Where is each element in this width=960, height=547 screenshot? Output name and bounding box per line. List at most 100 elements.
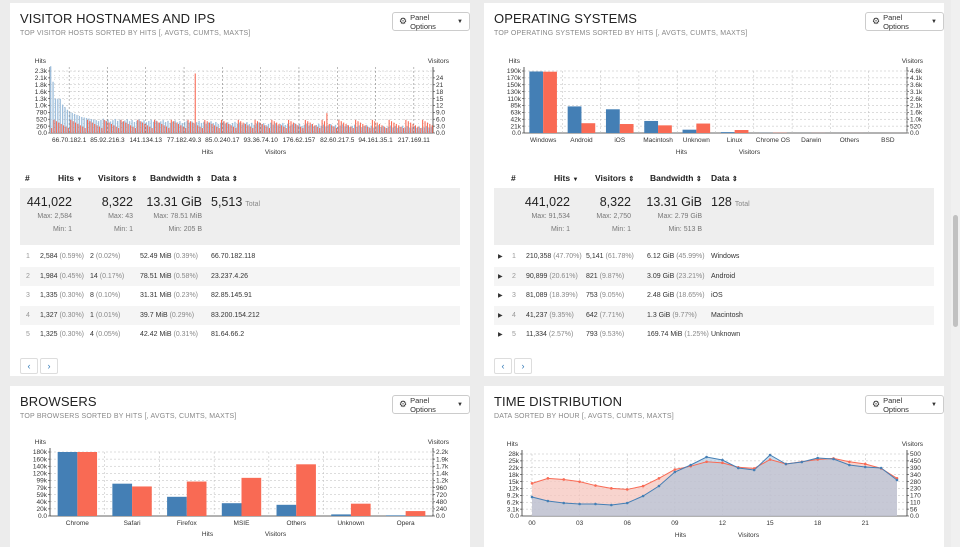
bar-visitors-unknown — [696, 124, 710, 133]
y-axis-title: Hits — [509, 58, 521, 65]
col-data-sort[interactable]: Data ⇕ — [211, 173, 238, 183]
y-tick-label: 0.0 — [38, 513, 47, 520]
next-page-button[interactable]: › — [40, 358, 58, 374]
visitors-point — [594, 484, 597, 487]
x-tick-label: Windows — [530, 137, 557, 144]
col-num: # — [25, 173, 30, 183]
table-row[interactable]: ▶ 2 90,899 (20.61%) 821 (9.87%) 3.09 GiB (23… — [494, 267, 934, 287]
row-visitors: 793 (9.53%) — [586, 331, 624, 338]
os-panel-options-button[interactable]: ⚙ Panel Options ▼ — [865, 12, 944, 31]
table-row[interactable]: ▶ 5 11,334 (2.57%) 793 (9.53%) 169.74 MiB (1… — [494, 325, 934, 345]
row-data: 66.70.182.118 — [211, 253, 255, 260]
y-tick-label: 2.1k — [35, 75, 48, 82]
table-row[interactable]: ▶ 3 81,089 (18.39%) 753 (9.05%) 2.48 GiB (18… — [494, 286, 934, 306]
row-hits: 1,327 (0.30%) — [40, 312, 84, 319]
panel-options-label: Panel Options — [410, 396, 454, 414]
bar-visitors — [85, 128, 86, 133]
y-tick-label: 120k — [33, 471, 48, 478]
bar-visitors-opera — [406, 511, 426, 516]
bar-visitors — [281, 125, 282, 133]
col-bandwidth-sort[interactable]: Bandwidth ⇕ — [650, 173, 702, 183]
table-row[interactable]: 4 1,327 (0.30%) 1 (0.01%) 39.7 MiB (0.29%) 8… — [20, 306, 460, 326]
browsers-panel: BROWSERS TOP BROWSERS SORTED BY HITS [, … — [10, 386, 470, 547]
table-row[interactable]: 2 1,984 (0.45%) 14 (0.17%) 78.51 MiB (0.58%… — [20, 267, 460, 287]
visitors-point — [547, 477, 550, 480]
row-hits: 11,334 (2.57%) — [526, 331, 573, 338]
expand-row-icon[interactable]: ▶ — [498, 292, 503, 299]
bar-visitors — [231, 125, 232, 133]
col-hits-sort[interactable]: Hits ▼ — [554, 173, 578, 183]
hosts-panel-options-button[interactable]: ⚙ Panel Options ▼ — [392, 12, 470, 31]
x-tick-label: 06 — [624, 520, 632, 527]
visitors-point — [562, 478, 565, 481]
y-axis-title: Hits — [35, 439, 47, 446]
bar-visitors — [137, 120, 138, 133]
bar-visitors — [389, 120, 390, 133]
row-hits: 81,089 (18.39%) — [526, 292, 578, 299]
x-tick-label: Linux — [727, 137, 743, 144]
x-tick-label: 176.62.157 — [283, 137, 316, 144]
table-row[interactable]: ▶ 4 41,237 (9.35%) 642 (7.71%) 1.3 GiB (9.77… — [494, 306, 934, 326]
y2-tick-label: 960 — [436, 485, 447, 492]
x-tick-label: Chrome — [66, 520, 90, 527]
bar-visitors — [401, 127, 402, 133]
expand-row-icon[interactable]: ▶ — [498, 312, 503, 319]
y2-tick-label: 4.6k — [910, 68, 923, 75]
prev-page-button[interactable]: ‹ — [494, 358, 512, 374]
browsers-panel-options-button[interactable]: ⚙ Panel Options ▼ — [392, 395, 470, 414]
browsers-panel-subtitle: TOP BROWSERS SORTED BY HITS [, AVGTS, CU… — [20, 413, 236, 420]
col-bandwidth-sort[interactable]: Bandwidth ⇕ — [150, 173, 202, 183]
y-tick-label: 1.3k — [35, 96, 48, 103]
hosts-panel-title: VISITOR HOSTNAMES AND IPS — [20, 11, 215, 26]
row-bandwidth: 3.09 GiB (23.21%) — [647, 273, 705, 280]
table-row[interactable]: 1 2,584 (0.59%) 2 (0.02%) 52.49 MiB (0.39%)… — [20, 247, 460, 267]
y2-tick-label: 1.6k — [910, 110, 923, 117]
bar-visitors — [262, 124, 263, 133]
y2-tick-label: 0.0 — [910, 513, 919, 520]
row-bandwidth: 2.48 GiB (18.65%) — [647, 292, 705, 299]
bar-visitors — [257, 121, 258, 133]
prev-page-button[interactable]: ‹ — [20, 358, 38, 374]
table-row[interactable]: ▶ 1 210,358 (47.70%) 5,141 (61.78%) 6.12 GiB… — [494, 247, 934, 267]
hits-point — [626, 502, 629, 505]
next-page-button[interactable]: › — [514, 358, 532, 374]
bar-hits-chrome — [58, 452, 78, 516]
x-tick-label: 141.134.13 — [129, 137, 162, 144]
y2-tick-label: 230 — [910, 486, 921, 493]
row-index: 4 — [512, 312, 516, 319]
os-panel-title: OPERATING SYSTEMS — [494, 11, 637, 26]
expand-row-icon[interactable]: ▶ — [498, 253, 503, 260]
col-visitors-sort[interactable]: Visitors ⇕ — [98, 173, 137, 183]
bar-visitors — [398, 125, 399, 133]
bar-visitors — [77, 124, 78, 133]
bar-visitors — [425, 121, 426, 133]
row-data: Windows — [711, 253, 739, 260]
bar-visitors — [171, 120, 172, 133]
table-row[interactable]: 5 1,325 (0.30%) 4 (0.05%) 42.42 MiB (0.31%)… — [20, 325, 460, 345]
sort-icon: ⇕ — [628, 176, 634, 183]
time-panel-options-button[interactable]: ⚙ Panel Options ▼ — [865, 395, 944, 414]
bar-visitors — [142, 123, 143, 133]
expand-row-icon[interactable]: ▶ — [498, 331, 503, 338]
bar-visitors — [118, 128, 119, 133]
y2-tick-label: 3.1k — [910, 89, 923, 96]
bar-visitors — [152, 128, 153, 133]
col-visitors-sort[interactable]: Visitors ⇕ — [595, 173, 634, 183]
gear-icon: ⚙ — [872, 399, 880, 410]
col-data-sort[interactable]: Data ⇕ — [711, 173, 738, 183]
time-panel: TIME DISTRIBUTION DATA SORTED BY HOUR [,… — [484, 386, 944, 547]
bar-visitors-chrome — [77, 452, 97, 516]
table-row[interactable]: 3 1,335 (0.30%) 8 (0.10%) 31.31 MiB (0.23%)… — [20, 286, 460, 306]
bar-visitors — [420, 128, 421, 133]
bar-visitors — [156, 121, 157, 133]
browsers-chart: 0.0 0.020k 24040k 48059k 72079k 96099k 1.2k120… — [10, 434, 470, 546]
y2-tick-label: 15 — [436, 96, 444, 103]
bar-visitors — [393, 123, 394, 133]
page-scrollbar-thumb[interactable] — [953, 215, 958, 327]
hits-point — [848, 464, 851, 467]
bar-visitors — [82, 127, 83, 133]
summary-bandwidth-min: Min: 205 B — [169, 226, 202, 233]
col-hits-sort[interactable]: Hits ▼ — [58, 173, 82, 183]
summary-data: 128 Total — [711, 195, 750, 209]
expand-row-icon[interactable]: ▶ — [498, 273, 503, 280]
